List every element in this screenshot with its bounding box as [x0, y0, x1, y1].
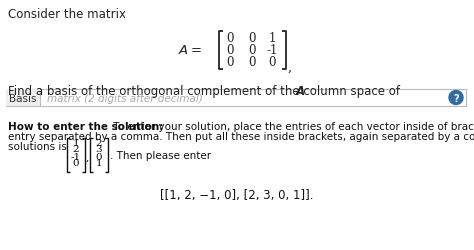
Text: .: . — [301, 85, 304, 98]
Circle shape — [449, 91, 463, 105]
Text: 0: 0 — [268, 56, 276, 69]
Text: 0: 0 — [226, 44, 234, 57]
Text: 2: 2 — [96, 138, 102, 147]
Text: -1: -1 — [71, 152, 81, 161]
Text: To enter your solution, place the entries of each vector inside of brackets, eac: To enter your solution, place the entrie… — [110, 122, 474, 132]
Text: matrix (2 digits after decimal): matrix (2 digits after decimal) — [47, 93, 203, 103]
Text: [[1, 2, −1, 0], [2, 3, 0, 1]].: [[1, 2, −1, 0], [2, 3, 0, 1]]. — [160, 188, 314, 201]
Text: Basis: Basis — [9, 93, 37, 103]
Text: entry separated by a comma. Then put all these inside brackets, again separated : entry separated by a comma. Then put all… — [8, 132, 474, 141]
Text: 1: 1 — [96, 159, 102, 168]
Text: . Then please enter: . Then please enter — [110, 150, 211, 160]
Text: 3: 3 — [96, 145, 102, 154]
Text: 0: 0 — [226, 56, 234, 69]
Text: 0: 0 — [248, 56, 256, 69]
Text: solutions is: solutions is — [8, 142, 67, 152]
Text: 0: 0 — [248, 44, 256, 57]
Text: How to enter the solution:: How to enter the solution: — [8, 122, 164, 132]
Text: Find a basis of the orthogonal complement of the column space of: Find a basis of the orthogonal complemen… — [8, 85, 404, 98]
Text: ,: , — [86, 153, 89, 162]
Text: Consider the matrix: Consider the matrix — [8, 8, 126, 21]
Text: $A=$: $A=$ — [178, 44, 202, 57]
Text: -1: -1 — [266, 44, 278, 57]
Text: 0: 0 — [248, 32, 256, 45]
Text: A: A — [295, 85, 304, 98]
Text: 1: 1 — [73, 138, 79, 147]
Text: 0: 0 — [73, 159, 79, 168]
Text: ,: , — [288, 60, 292, 73]
Text: 0: 0 — [96, 152, 102, 161]
Text: 0: 0 — [226, 32, 234, 45]
Bar — [6, 90, 466, 106]
Text: 1: 1 — [268, 32, 276, 45]
Text: 2: 2 — [73, 145, 79, 154]
Text: ?: ? — [453, 93, 459, 103]
Bar — [6, 90, 40, 106]
